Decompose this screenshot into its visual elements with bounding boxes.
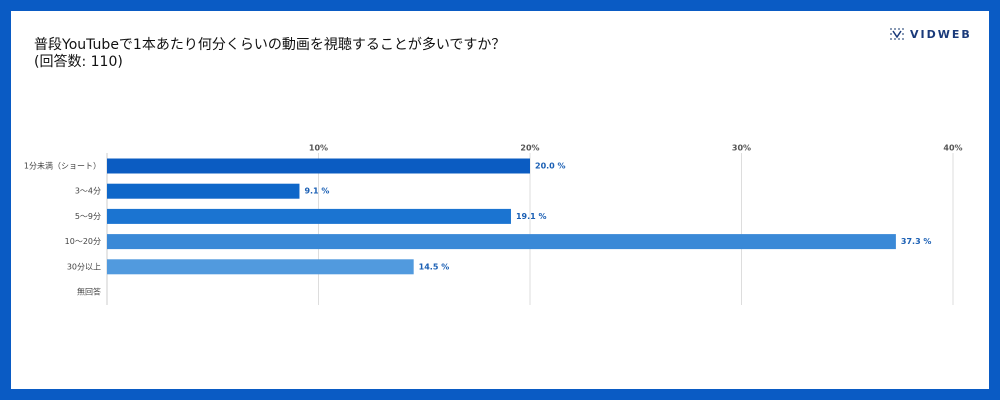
value-label: 14.5 %	[419, 262, 450, 271]
bar	[107, 158, 530, 174]
chart-subtitle: (回答数: 110)	[34, 53, 123, 70]
y-tick-label: 30分以上	[67, 262, 101, 271]
value-label: 37.3 %	[901, 237, 932, 246]
y-tick-label: 10〜20分	[65, 237, 101, 246]
bar	[107, 234, 896, 250]
value-label: 19.1 %	[516, 212, 547, 221]
y-tick-label: 5〜9分	[75, 212, 101, 221]
y-tick-label: 無回答	[77, 287, 101, 297]
panel	[11, 11, 989, 389]
logo-icon	[890, 28, 904, 40]
x-tick-label: 40%	[943, 144, 962, 153]
bar	[107, 183, 300, 199]
x-tick-label: 10%	[309, 144, 328, 153]
x-tick-label: 30%	[732, 144, 751, 153]
logo: VIDWEB	[910, 28, 972, 41]
bar	[107, 208, 511, 224]
value-label: 20.0 %	[535, 162, 566, 171]
bar	[107, 259, 414, 275]
x-tick-label: 20%	[520, 144, 539, 153]
chart-title: 普段YouTubeで1本あたり何分くらいの動画を視聴することが多いですか？	[34, 36, 505, 53]
value-label: 9.1 %	[304, 187, 329, 196]
y-tick-label: 1分未満（ショート）	[24, 161, 101, 171]
y-tick-label: 3〜4分	[75, 187, 101, 196]
